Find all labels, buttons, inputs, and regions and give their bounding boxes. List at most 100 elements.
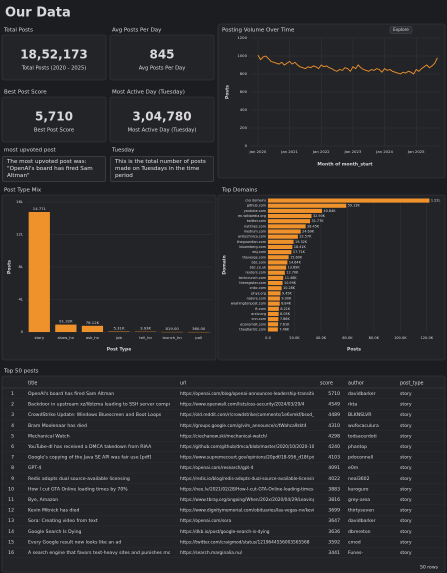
cell-post-type: story (400, 465, 412, 471)
row-number: 13 (8, 518, 14, 524)
bar (268, 255, 289, 260)
row-number: 12 (8, 508, 14, 514)
x-tick-label: 80.0K (369, 336, 380, 340)
data-label: 32.90K (313, 214, 326, 218)
card-label: Total Posts (3, 28, 33, 34)
y-tick-label: cnbc.com (250, 286, 267, 290)
note-text: This is the total number of posts made o… (110, 156, 214, 182)
cell-post-type: story (400, 391, 412, 397)
y-tick-label: 1200 (237, 35, 247, 40)
bar (268, 327, 278, 332)
bar (268, 234, 298, 239)
cell-author: kuroguro (348, 486, 369, 492)
cell-score: 3816 (328, 497, 340, 503)
y-tick-label: nytimes.com (244, 224, 267, 228)
cell-post-type: story (400, 476, 412, 482)
cell-score: 3441 (328, 550, 340, 556)
data-label: 14.64K (289, 260, 302, 264)
column-header: title (28, 381, 37, 387)
bar (268, 203, 347, 208)
bar (268, 317, 279, 322)
bar (268, 301, 280, 306)
cell-post-type: story (400, 486, 412, 492)
bar (268, 291, 281, 296)
y-tick-label: 0 (21, 329, 24, 334)
card-value: 845 (149, 48, 174, 62)
cell-title: Bye, Amazon (28, 497, 58, 503)
data-label: 8.21K (280, 307, 291, 311)
y-tick-label: ft.com (255, 307, 266, 311)
cell-post-type: story (400, 433, 412, 439)
card-value: 3,04,780 (132, 110, 191, 124)
cell-title: A search engine that favors text-heavy s… (28, 550, 201, 556)
cell-post-type: story (400, 529, 412, 535)
data-label: 1.22L (431, 199, 441, 203)
row-number: 16 (8, 550, 14, 556)
cell-url: https://www.supremecourt.gov/opinions/20… (180, 455, 317, 461)
cell-author: neal3602 (348, 476, 370, 482)
card-caption: Avg Posts Per Day (139, 66, 186, 72)
data-label: 360.00 (192, 326, 206, 331)
y-tick-label: theverge.com (242, 255, 266, 259)
cell-author: davidbarker (348, 391, 376, 397)
bar (268, 244, 293, 250)
data-label: 10.28K (283, 286, 296, 290)
y-tick-label: 12L (16, 232, 24, 237)
cell-title: Redis adopts dual source-available licen… (28, 476, 130, 482)
row-number: 1 (11, 391, 14, 397)
y-axis-label: Posts (225, 85, 231, 99)
x-tick-label: poll (195, 335, 202, 340)
y-tick-label: 1000 (237, 53, 247, 58)
y-tick-label: wsj.com (252, 250, 266, 254)
table-footer: 50 rows (420, 565, 439, 571)
card-label: Most Active Day (Tuesday) (112, 90, 185, 96)
y-tick-label: youtube.com (244, 209, 267, 213)
y-tick-label: (no domain) (245, 199, 266, 203)
cell-author: pdoconnell (348, 455, 373, 461)
cell-score: 3647 (328, 518, 340, 524)
cell-post-type: story (400, 412, 412, 418)
x-tick-label: Jan 2022 (312, 149, 330, 154)
x-tick-label: job (115, 335, 122, 340)
row-number: 5 (11, 433, 14, 439)
row-number: 15 (8, 539, 14, 545)
bar (268, 260, 288, 265)
cell-author: e0m (348, 465, 359, 471)
row-number: 10 (8, 486, 14, 492)
card-caption: Best Post Score (34, 128, 74, 134)
data-label: 15.60K (290, 255, 303, 259)
y-tick-label: twitter.com (247, 219, 267, 223)
cell-author: todsacerdoti (348, 433, 377, 439)
cell-title: Bram Moolenaar has died (28, 423, 87, 429)
x-tick-label: 100.0K (394, 336, 407, 340)
cell-title: Kevin Mitnick has died (28, 508, 79, 514)
explore-button[interactable] (389, 26, 413, 34)
cell-url: https://groups.google.com/g/vim_announce… (180, 423, 307, 429)
note-text: The most upvoted post was: "OpenAI's boa… (2, 156, 106, 182)
cell-title: Google Search Is Dying (28, 529, 82, 535)
explore-button-label[interactable]: Explore (393, 27, 409, 32)
bar (268, 286, 282, 291)
data-label: 8.05K (280, 312, 291, 316)
card (109, 34, 215, 81)
cell-post-type: story (400, 508, 412, 514)
y-tick-label: bbc.com (252, 260, 267, 264)
cell-author: grey-area (348, 497, 370, 503)
card (1, 96, 107, 143)
y-tick-label: 8L (18, 264, 23, 269)
cell-url: https://openai.com/research/gpt-4 (180, 465, 254, 471)
bar (268, 265, 287, 270)
bar (268, 219, 311, 224)
y-tick-label: bloomberg.com (239, 245, 266, 249)
cell-url: https://nee.lv/2021/02/28/How-I-cut-GTA-… (180, 486, 329, 492)
cell-url: https://openai.com/blog/openai-announces… (180, 391, 319, 397)
column-header: author (348, 381, 364, 387)
cell-author: Funes- (348, 550, 363, 556)
cell-title: YouTube-dl has received a DMCA takedown … (27, 444, 152, 450)
cell-url: https://github.com/github/dmca/blob/mast… (180, 444, 334, 450)
cell-title: Google's copying of the Java SE API was … (28, 455, 151, 461)
row-number: 14 (8, 529, 14, 535)
column-header: score (320, 381, 333, 387)
x-axis-label: Month of month_start (317, 162, 373, 168)
